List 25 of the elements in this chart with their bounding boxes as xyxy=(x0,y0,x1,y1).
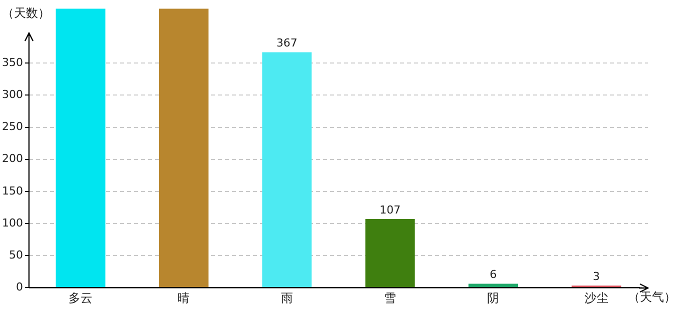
x-tick-label: 雨 xyxy=(280,290,293,305)
bar xyxy=(158,8,209,288)
y-tick-label: 200 xyxy=(2,152,23,166)
y-tick-label: 300 xyxy=(2,88,23,102)
y-tick-label: 0 xyxy=(16,280,23,294)
x-tick-label: 沙尘 xyxy=(584,290,608,305)
y-tick-label: 50 xyxy=(8,248,23,262)
x-tick-label: 晴 xyxy=(178,290,190,305)
x-tick-label: 多云 xyxy=(68,290,93,305)
x-axis-title: （天气） xyxy=(628,290,676,304)
bar xyxy=(262,52,312,288)
y-axis-title: （天数） xyxy=(2,6,50,20)
data-label: 6 xyxy=(490,268,497,282)
data-label: 367 xyxy=(276,36,298,50)
y-tick-label: 250 xyxy=(2,120,23,134)
bar xyxy=(468,284,518,288)
x-tick-label: 雪 xyxy=(384,290,396,305)
y-tick-label: 100 xyxy=(2,216,23,230)
data-label: 3 xyxy=(592,270,600,284)
bar xyxy=(365,218,415,288)
y-tick-label: 150 xyxy=(2,184,23,198)
y-tick-label: 350 xyxy=(2,56,23,69)
data-label: 107 xyxy=(380,203,401,216)
x-tick-label: 阴 xyxy=(487,290,500,305)
bar xyxy=(56,8,106,288)
